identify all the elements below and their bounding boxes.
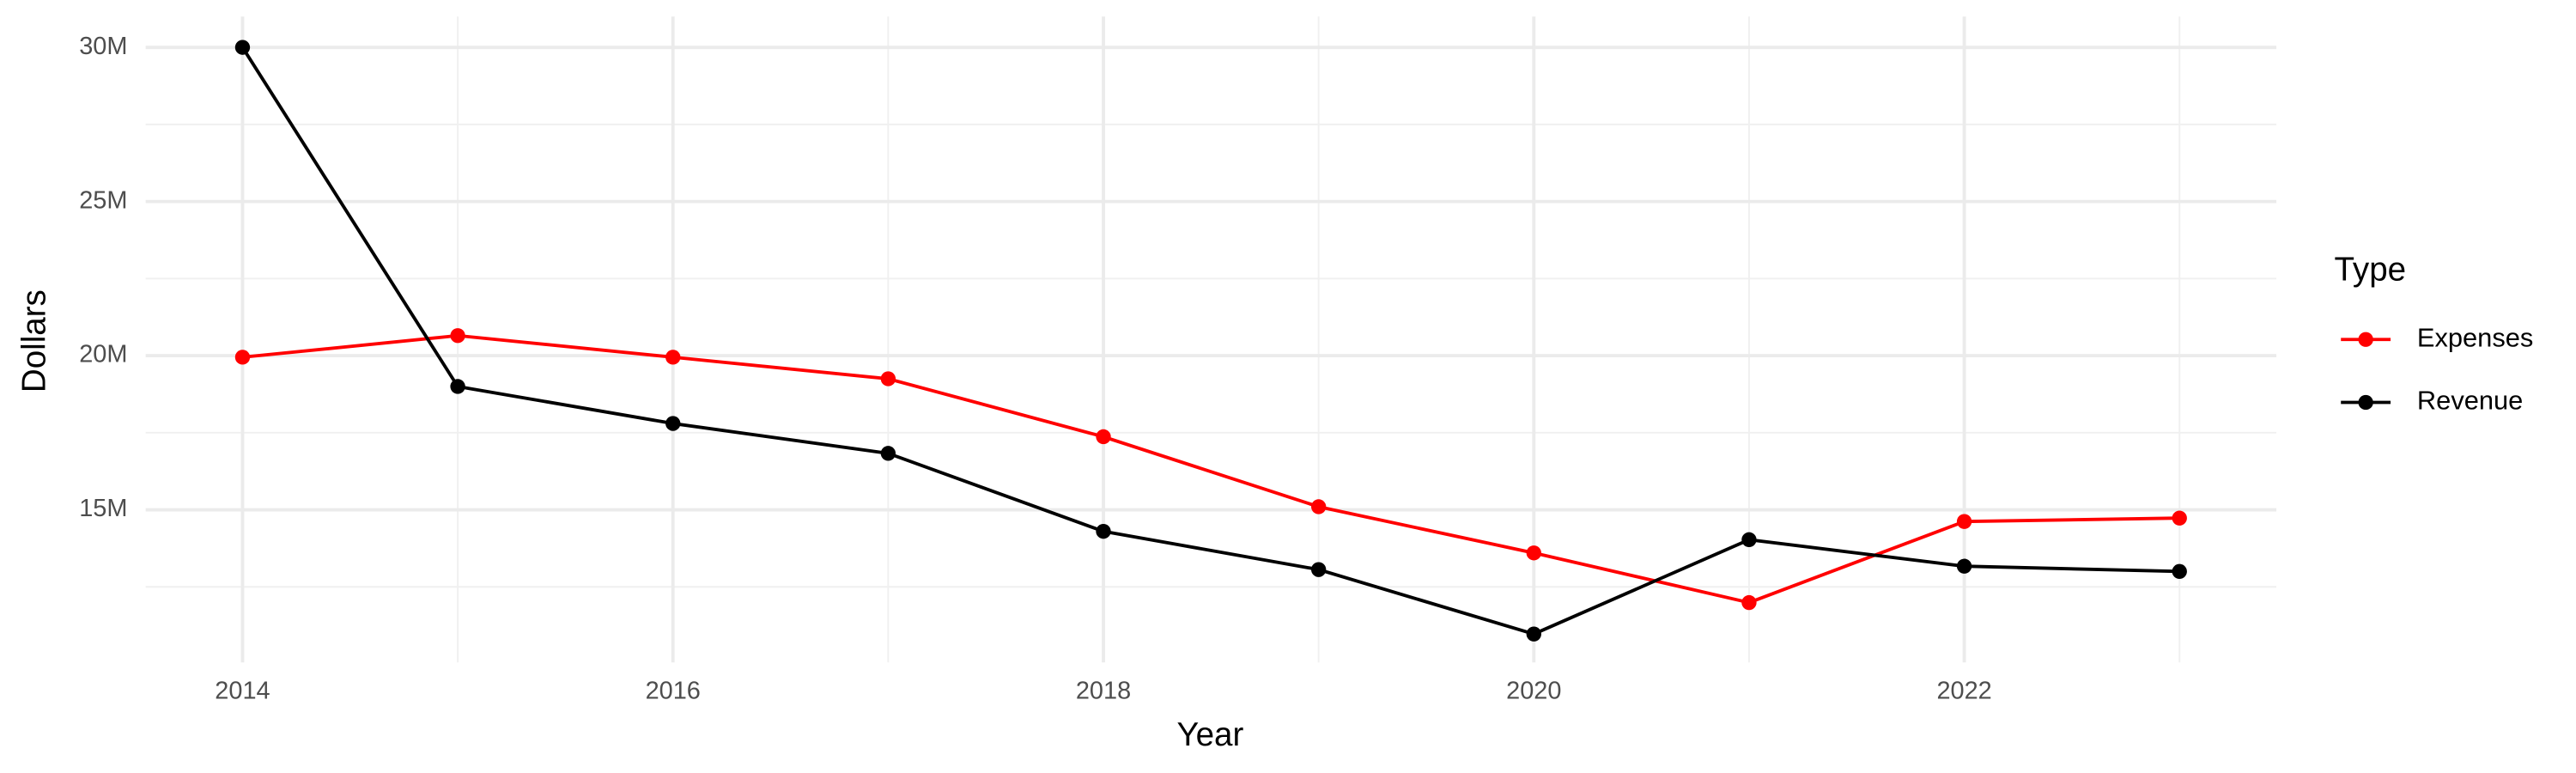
data-point [1956,514,1972,529]
x-axis-title: Year [1176,716,1243,753]
y-axis-title: Dollars [16,289,53,393]
legend-marker [2358,332,2373,347]
data-point [450,379,465,394]
legend-label: Expenses [2417,322,2533,352]
data-point [1310,499,1327,514]
data-point [450,328,465,344]
data-point [1741,532,1757,548]
data-point [880,446,896,461]
x-tick-label: 2014 [215,678,270,705]
legend-marker [2358,394,2373,411]
data-point [1310,562,1327,577]
data-point [1741,594,1757,611]
data-point [665,350,681,365]
y-tick-label: 30M [79,33,127,60]
x-tick-label: 2020 [1506,678,1561,705]
legend-title: Type [2335,251,2407,288]
legend-label: Revenue [2417,386,2523,416]
y-tick-label: 20M [79,341,127,368]
series-line [240,46,2180,636]
x-tick-label: 2018 [1076,678,1131,705]
series-line [242,333,2180,605]
data-point [234,40,251,55]
data-point [1096,429,1111,445]
data-point [234,350,251,365]
data-point [1526,626,1541,642]
y-tick-label: 25M [79,186,127,214]
data-point [665,416,681,431]
data-point [1956,558,1972,574]
x-tick-label: 2016 [646,678,701,705]
data-point [880,371,896,386]
y-tick-label: 15M [79,495,127,522]
x-tick-label: 2022 [1936,678,1991,705]
data-point [2172,510,2187,526]
data-point [1096,523,1111,539]
data-point [2172,563,2187,580]
data-point [1526,545,1541,561]
